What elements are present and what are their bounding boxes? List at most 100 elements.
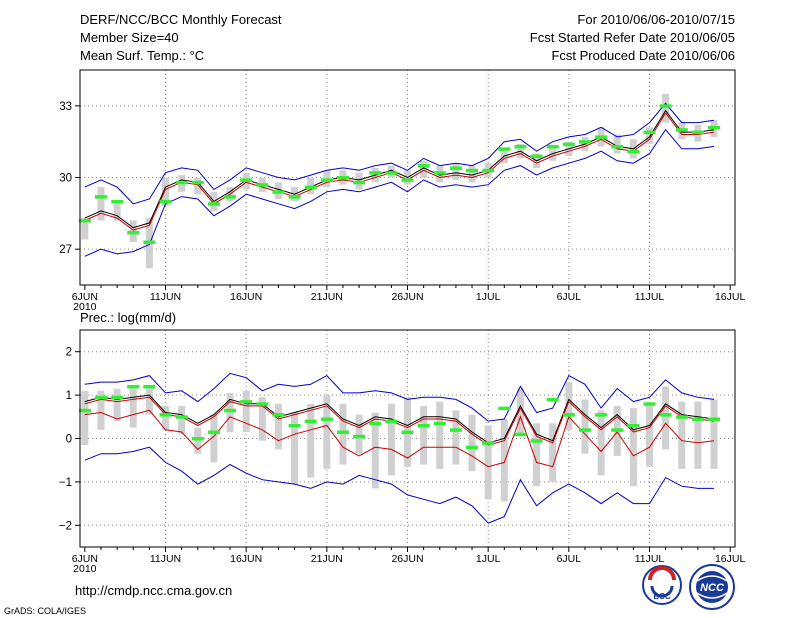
spread-bar xyxy=(662,93,670,123)
observation-marker xyxy=(304,185,317,190)
observation-marker xyxy=(353,434,366,439)
spread-bar xyxy=(694,401,702,469)
x-tick-label: 6JUL xyxy=(557,291,582,303)
observation-marker xyxy=(256,183,269,187)
observation-marker xyxy=(643,402,656,406)
observation-marker xyxy=(159,199,172,204)
x-tick-label: 6JUL xyxy=(557,553,582,565)
spread-bar xyxy=(97,390,105,430)
spread-bar xyxy=(468,165,476,183)
spread-bar xyxy=(645,403,653,467)
spread-bar xyxy=(710,399,718,469)
x-tick-label: 11JUN xyxy=(150,291,181,303)
observation-marker xyxy=(353,180,366,185)
forecast-produced-date: Fcst Produced Date 2010/06/06 xyxy=(551,48,735,63)
observation-marker xyxy=(417,164,430,168)
x-tick-label: 16JUL xyxy=(715,553,746,565)
x-tick-label: 26JUN xyxy=(391,553,423,565)
observation-marker xyxy=(175,180,188,185)
observation-marker xyxy=(675,128,688,132)
observation-marker xyxy=(530,439,543,443)
forecast-period: For 2010/06/06-2010/07/15 xyxy=(577,12,735,27)
observation-marker xyxy=(175,415,188,419)
observation-marker xyxy=(191,437,204,441)
bcc-logo-text: BCC xyxy=(653,592,671,601)
series-mean-line xyxy=(84,109,715,229)
observation-marker xyxy=(385,419,398,424)
temperature-variable-title: Mean Surf. Temp.: °C xyxy=(80,48,204,63)
observation-marker xyxy=(127,384,140,389)
observation-marker xyxy=(385,171,398,175)
y-tick-label: 2 xyxy=(66,347,72,359)
observation-marker xyxy=(272,413,285,417)
figure-title: DERF/NCC/BCC Monthly Forecast xyxy=(80,12,282,27)
x-tick-label: 11JUL xyxy=(635,553,665,565)
spread-bar xyxy=(597,410,605,476)
observation-marker xyxy=(611,144,624,149)
observation-marker xyxy=(449,166,462,170)
observation-marker xyxy=(482,441,495,445)
observation-marker xyxy=(675,415,688,419)
x-tick-label: 1JUL xyxy=(476,553,501,565)
observation-marker xyxy=(449,428,462,432)
observation-marker xyxy=(691,130,704,135)
observation-marker xyxy=(191,180,204,185)
series-lower_pct-line xyxy=(84,409,715,468)
observation-marker xyxy=(546,144,559,149)
spread-bar xyxy=(145,388,153,415)
observation-marker xyxy=(562,413,575,417)
observation-marker xyxy=(272,190,285,194)
observation-marker xyxy=(708,417,721,421)
spread-bar xyxy=(436,401,444,469)
observation-marker xyxy=(433,421,446,426)
spread-bar xyxy=(258,397,266,441)
y-tick-label: 33 xyxy=(59,101,72,113)
observation-marker xyxy=(111,395,124,400)
x-tick-label: 6JUN xyxy=(72,553,98,565)
series-mean-line xyxy=(84,394,715,444)
observation-marker xyxy=(224,195,237,199)
spread-bar xyxy=(581,399,589,454)
observation-marker xyxy=(627,149,640,154)
spread-bar xyxy=(420,405,428,465)
spread-bar xyxy=(645,127,653,145)
spread-bar xyxy=(113,201,121,221)
observation-marker xyxy=(433,171,446,175)
spread-bar xyxy=(452,410,460,465)
precip-variable-title: Prec.: log(mm/d) xyxy=(80,310,176,325)
observation-marker xyxy=(401,430,414,434)
spread-bar xyxy=(549,423,557,482)
spread-bar xyxy=(162,177,170,207)
x-tick-label: 16JUL xyxy=(715,291,746,303)
x-tick-label: 16JUN xyxy=(230,553,262,565)
observation-marker xyxy=(595,135,608,139)
y-tick-label: −1 xyxy=(59,477,72,489)
observation-marker xyxy=(336,430,349,434)
spread-bar xyxy=(97,187,105,221)
member-size: Member Size=40 xyxy=(80,30,179,45)
observation-marker xyxy=(369,421,382,426)
observation-marker xyxy=(94,395,107,400)
precipitation-panel: 6JUN 11JUN 16JUN 21JUN 26JUN 1JUL 6JUL 11JUL 16J… xyxy=(59,329,746,575)
spread-bar xyxy=(339,403,347,465)
x-tick-label: 1JUL xyxy=(476,291,501,303)
spread-bar xyxy=(420,160,428,178)
spread-bar xyxy=(355,414,363,454)
observation-marker xyxy=(708,125,721,130)
x-tick-label: 21JUN xyxy=(311,553,343,565)
y-tick-label: 1 xyxy=(66,390,72,402)
observation-marker xyxy=(240,400,253,404)
observation-marker xyxy=(482,168,495,173)
bcc-logo-icon: BCC xyxy=(642,565,682,605)
spread-bar xyxy=(565,382,573,430)
series-lower-line xyxy=(84,128,715,257)
spread-bar xyxy=(484,425,492,500)
spread-bar xyxy=(226,392,234,432)
observation-marker xyxy=(466,168,479,173)
observation-marker xyxy=(240,178,253,182)
footer-url[interactable]: http://cmdp.ncc.cma.gov.cn xyxy=(75,583,232,598)
observation-marker xyxy=(498,147,511,151)
spread-bar xyxy=(500,418,508,502)
